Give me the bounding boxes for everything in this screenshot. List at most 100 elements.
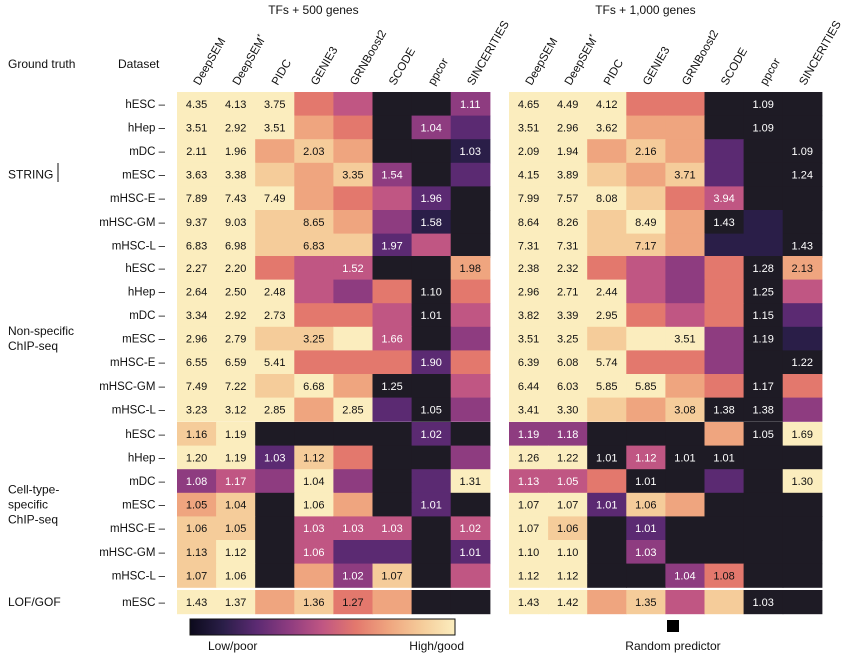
value-g3-mhsc-l-grnboost2-p1: 1.02 — [342, 570, 363, 582]
cell-g3-mhsc-gm-sincerities-p2 — [782, 540, 823, 565]
cell-g3-mesc-sincerities-p1 — [450, 492, 491, 517]
value-g3-mhsc-e-genie3-p2: 1.01 — [635, 523, 656, 535]
value-g2-mhsc-l-scode-p2: 1.38 — [713, 404, 734, 416]
cell-g1-hhep-deepsem-p1 — [177, 115, 217, 140]
value-g1-hesc-pidc-p2: 4.12 — [596, 99, 617, 111]
cell-g1-mhsc-gm-scode-p1 — [372, 210, 413, 235]
cell-g2-mdc-deepsem-p1 — [216, 303, 256, 328]
cell-g3-hesc-sincerities-p2 — [782, 422, 823, 447]
method-label-ppcor-p2: ppcor — [758, 56, 783, 87]
value-g1-mhsc-l-deepsem-p1: 6.83 — [186, 240, 207, 252]
cell-g1-mhsc-e-genie3-p2 — [626, 186, 666, 211]
legend-low-label: Low/poor — [208, 639, 257, 653]
value-g3-mdc-deepsem-p1: 1.17 — [225, 476, 246, 488]
value-g3-mesc-deepsem-p1: 1.04 — [225, 500, 246, 512]
cell-g1-mhsc-l-scode-p1 — [372, 233, 413, 258]
value-g1-hesc-ppcor-p2: 1.09 — [752, 99, 773, 111]
cell-g1-mdc-ppcor-p1 — [411, 139, 452, 164]
cell-g3-hhep-genie3-p2 — [626, 445, 666, 470]
cell-g3-hhep-scode-p2 — [704, 445, 745, 470]
cell-g1-hesc-deepsem-p1 — [177, 92, 217, 117]
cell-g3-mhsc-e-sincerities-p1 — [450, 516, 491, 541]
cell-g2-hhep-ppcor-p2 — [743, 279, 784, 304]
cell-g3-mhsc-gm-sincerities-p1 — [450, 540, 491, 565]
cell-g2-hhep-pidc-p1 — [255, 279, 295, 304]
cell-g1-hesc-ppcor-p1 — [411, 92, 452, 117]
value-g2-mdc-deepsem-p2: 3.82 — [518, 310, 539, 322]
ground-truth-label-cell-type: Cell-type- — [8, 483, 59, 497]
cell-g3-mesc-scode-p2 — [704, 492, 745, 517]
cell-g4-mesc-pidc-p1 — [255, 590, 295, 615]
value-g2-mesc-deepsem-p2: 3.25 — [557, 334, 578, 346]
cell-g4-mesc-deepsem-p2 — [548, 590, 588, 615]
value-g2-mhsc-l-ppcor-p1: 1.05 — [420, 404, 441, 416]
cell-g2-mhsc-l-deepsem-p1 — [177, 397, 217, 422]
value-g1-mdc-deepsem-p2: 1.94 — [557, 146, 578, 158]
cell-g1-mdc-pidc-p2 — [587, 139, 627, 164]
cell-g3-mhsc-e-scode-p2 — [704, 516, 745, 541]
cell-g1-mhsc-gm-pidc-p1 — [255, 210, 295, 235]
dataset-label-mesc-g4: mESC – — [122, 597, 165, 609]
cell-g3-hhep-sincerities-p1 — [450, 445, 491, 470]
cell-g2-mesc-pidc-p2 — [587, 326, 627, 351]
cell-g2-mhsc-l-pidc-p1 — [255, 397, 295, 422]
cell-g1-hesc-sincerities-p2 — [782, 92, 823, 117]
cell-g2-mhsc-gm-genie3-p1 — [294, 374, 334, 399]
value-g2-mhsc-gm-scode-p1: 1.25 — [381, 381, 402, 393]
cell-g3-mhsc-l-deepsem-p2 — [509, 563, 549, 588]
dataset-label-mhsc-e-g2: mHSC-E – — [110, 357, 166, 369]
value-g1-mhsc-l-genie3-p1: 6.83 — [303, 240, 324, 252]
cell-g2-mdc-grnboost2-p2 — [665, 303, 706, 328]
cell-g1-mesc-grnboost2-p2 — [665, 162, 706, 187]
value-g2-hesc-deepsem-p2: 2.38 — [518, 263, 539, 275]
cell-g1-mhsc-e-scode-p1 — [372, 186, 413, 211]
value-g1-mesc-deepsem-p2: 4.15 — [518, 170, 539, 182]
cell-g1-mhsc-l-sincerities-p2 — [782, 233, 823, 258]
value-g1-mdc-deepsem-p1: 1.96 — [225, 146, 246, 158]
value-g3-mdc-sincerities-p1: 1.31 — [460, 476, 481, 488]
cell-g3-mhsc-gm-pidc-p1 — [255, 540, 295, 565]
value-g1-mhsc-gm-deepsem-p2: 8.26 — [557, 217, 578, 229]
cell-g3-hhep-ppcor-p1 — [411, 445, 452, 470]
cell-g3-mesc-ppcor-p2 — [743, 492, 784, 517]
value-g1-mesc-grnboost2-p1: 3.35 — [342, 170, 363, 182]
cell-g2-mhsc-gm-sincerities-p1 — [450, 374, 491, 399]
value-g1-hhep-deepsem-p2: 3.51 — [518, 122, 539, 134]
value-g2-hhep-deepsem-p1: 2.50 — [225, 286, 246, 298]
value-g1-mesc-grnboost2-p2: 3.71 — [674, 170, 695, 182]
value-g3-mhsc-gm-deepsem-p1: 1.13 — [186, 547, 207, 559]
cell-g3-hesc-genie3-p2 — [626, 422, 666, 447]
cell-g3-mhsc-l-sincerities-p2 — [782, 563, 823, 588]
cell-g2-mdc-pidc-p2 — [587, 303, 627, 328]
cell-g3-mhsc-l-scode-p2 — [704, 563, 745, 588]
value-g1-mdc-deepsem-p1: 2.11 — [186, 146, 207, 158]
cell-g3-mhsc-gm-scode-p2 — [704, 540, 745, 565]
cell-g1-mdc-deepsem-p1 — [216, 139, 256, 164]
cell-g2-mhsc-gm-scode-p2 — [704, 374, 745, 399]
cell-g2-mhsc-e-grnboost2-p1 — [333, 350, 374, 375]
cell-g2-hhep-deepsem-p2 — [509, 279, 549, 304]
cell-g1-hesc-scode-p1 — [372, 92, 413, 117]
panel-title-1: TFs + 500 genes — [268, 3, 358, 17]
cell-g2-hhep-grnboost2-p1 — [333, 279, 374, 304]
cell-g3-hesc-grnboost2-p1 — [333, 422, 374, 447]
value-g1-mdc-genie3-p1: 2.03 — [303, 146, 324, 158]
cell-g2-mhsc-e-deepsem-p2 — [509, 350, 549, 375]
cell-g1-hesc-genie3-p2 — [626, 92, 666, 117]
value-g2-hesc-sincerities-p2: 2.13 — [792, 263, 813, 275]
value-g3-mhsc-gm-deepsem-p2: 1.10 — [557, 547, 578, 559]
cell-g1-mhsc-gm-deepsem-p2 — [548, 210, 588, 235]
cell-g4-mesc-ppcor-p1 — [411, 590, 452, 615]
value-g2-mesc-ppcor-p2: 1.19 — [752, 334, 773, 346]
value-g1-mhsc-e-deepsem-p1: 7.89 — [186, 193, 207, 205]
random-predictor-swatch — [667, 620, 679, 632]
value-g1-mhsc-l-deepsem-p2: 7.31 — [557, 240, 578, 252]
cell-g4-mesc-grnboost2-p2 — [665, 590, 706, 615]
cell-g2-mhsc-e-genie3-p2 — [626, 350, 666, 375]
dataset-label-mhsc-e-g3: mHSC-E – — [110, 523, 166, 535]
value-g2-mhsc-gm-pidc-p2: 5.85 — [596, 381, 617, 393]
cell-g2-hhep-scode-p2 — [704, 279, 745, 304]
cell-g3-mhsc-gm-deepsem-p1 — [177, 540, 217, 565]
value-g1-mesc-deepsem-p1: 3.38 — [225, 170, 246, 182]
